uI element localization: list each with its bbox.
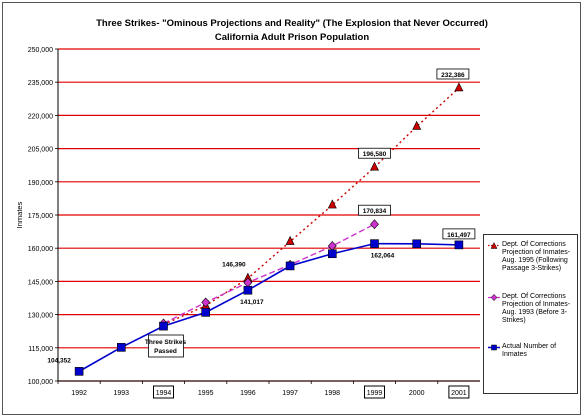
diamond-marker xyxy=(370,219,379,230)
chart-subtitle: California Adult Prison Population xyxy=(215,32,369,43)
triangle-marker xyxy=(370,161,379,171)
legend-swatch-triangle xyxy=(488,242,500,249)
chart-title: Three Strikes- "Ominous Projections and … xyxy=(96,18,488,29)
annotation-text: Passed xyxy=(154,348,177,355)
y-tick-label: 220,000 xyxy=(28,113,53,120)
square-marker xyxy=(327,249,337,259)
chart-legend: Dept. Of Corrections Projection of Inmat… xyxy=(483,234,578,394)
y-tick-label: 145,000 xyxy=(28,279,53,286)
data-label: 104,352 xyxy=(47,357,71,364)
series-line-1 xyxy=(163,223,375,325)
y-axis-label: Inmates xyxy=(15,201,24,228)
square-marker xyxy=(117,343,126,352)
square-marker xyxy=(74,367,84,376)
legend-label: Actual Number of Inmates xyxy=(502,343,557,358)
legend-swatch-diamond xyxy=(488,294,500,301)
data-label-box xyxy=(442,228,476,240)
data-label: 170,834 xyxy=(363,208,387,215)
x-tick-label: 2001 xyxy=(451,390,467,397)
triangle-marker xyxy=(285,235,295,245)
x-tick-label: 1993 xyxy=(114,390,130,397)
data-label: 162,064 xyxy=(371,253,395,260)
y-tick-label: 160,000 xyxy=(28,246,53,253)
data-label-box xyxy=(358,204,391,216)
square-marker xyxy=(454,240,464,250)
y-tick-label: 175,000 xyxy=(28,213,53,220)
x-tick-label: 1998 xyxy=(325,390,341,397)
data-label: 141,017 xyxy=(240,299,264,306)
series-line-0 xyxy=(163,87,460,326)
annotation-box xyxy=(148,334,184,358)
triangle-marker xyxy=(412,120,422,130)
x-tick-label: 1994 xyxy=(156,390,172,397)
y-tick-label: 115,000 xyxy=(28,346,53,353)
square-marker xyxy=(285,261,295,271)
y-tick-label: 130,000 xyxy=(28,313,53,320)
y-tick-label: 190,000 xyxy=(28,180,53,187)
x-tick-label-box xyxy=(448,385,470,399)
triangle-marker xyxy=(454,82,464,92)
data-label: 232,386 xyxy=(441,72,465,79)
y-tick-label: 235,000 xyxy=(28,80,53,87)
x-tick-label-box xyxy=(364,385,385,399)
diamond-marker xyxy=(201,297,211,308)
x-tick-label: 2000 xyxy=(409,390,425,397)
legend-label: Dept. Of Corrections Projection of Inmat… xyxy=(502,293,571,324)
y-tick-label: 100,000 xyxy=(28,379,53,386)
square-marker xyxy=(243,285,253,295)
x-tick-label: 1999 xyxy=(367,390,383,397)
y-tick-label: 250,000 xyxy=(28,47,53,54)
legend-swatch-square xyxy=(488,344,500,351)
x-tick-label: 1992 xyxy=(71,390,87,397)
x-tick-label: 1995 xyxy=(198,390,214,397)
square-marker xyxy=(370,239,379,248)
data-label: 146,390 xyxy=(222,261,246,268)
data-label-box xyxy=(436,68,470,80)
square-marker xyxy=(159,321,168,331)
legend-label: Dept. Of Corrections Projection of Inmat… xyxy=(502,241,571,272)
diamond-marker xyxy=(327,241,337,251)
data-label-box xyxy=(358,147,391,159)
data-label: 161,497 xyxy=(447,232,471,239)
y-tick-label: 205,000 xyxy=(28,147,53,154)
data-label: 196,580 xyxy=(363,151,387,158)
x-tick-label-box xyxy=(153,385,174,399)
square-marker xyxy=(412,239,422,249)
x-tick-label: 1997 xyxy=(282,390,298,397)
annotation-text: Three Strikes xyxy=(145,339,187,346)
series-line-2 xyxy=(78,242,459,373)
square-marker xyxy=(201,308,210,317)
x-tick-label: 1996 xyxy=(240,390,256,397)
triangle-marker xyxy=(327,199,337,209)
